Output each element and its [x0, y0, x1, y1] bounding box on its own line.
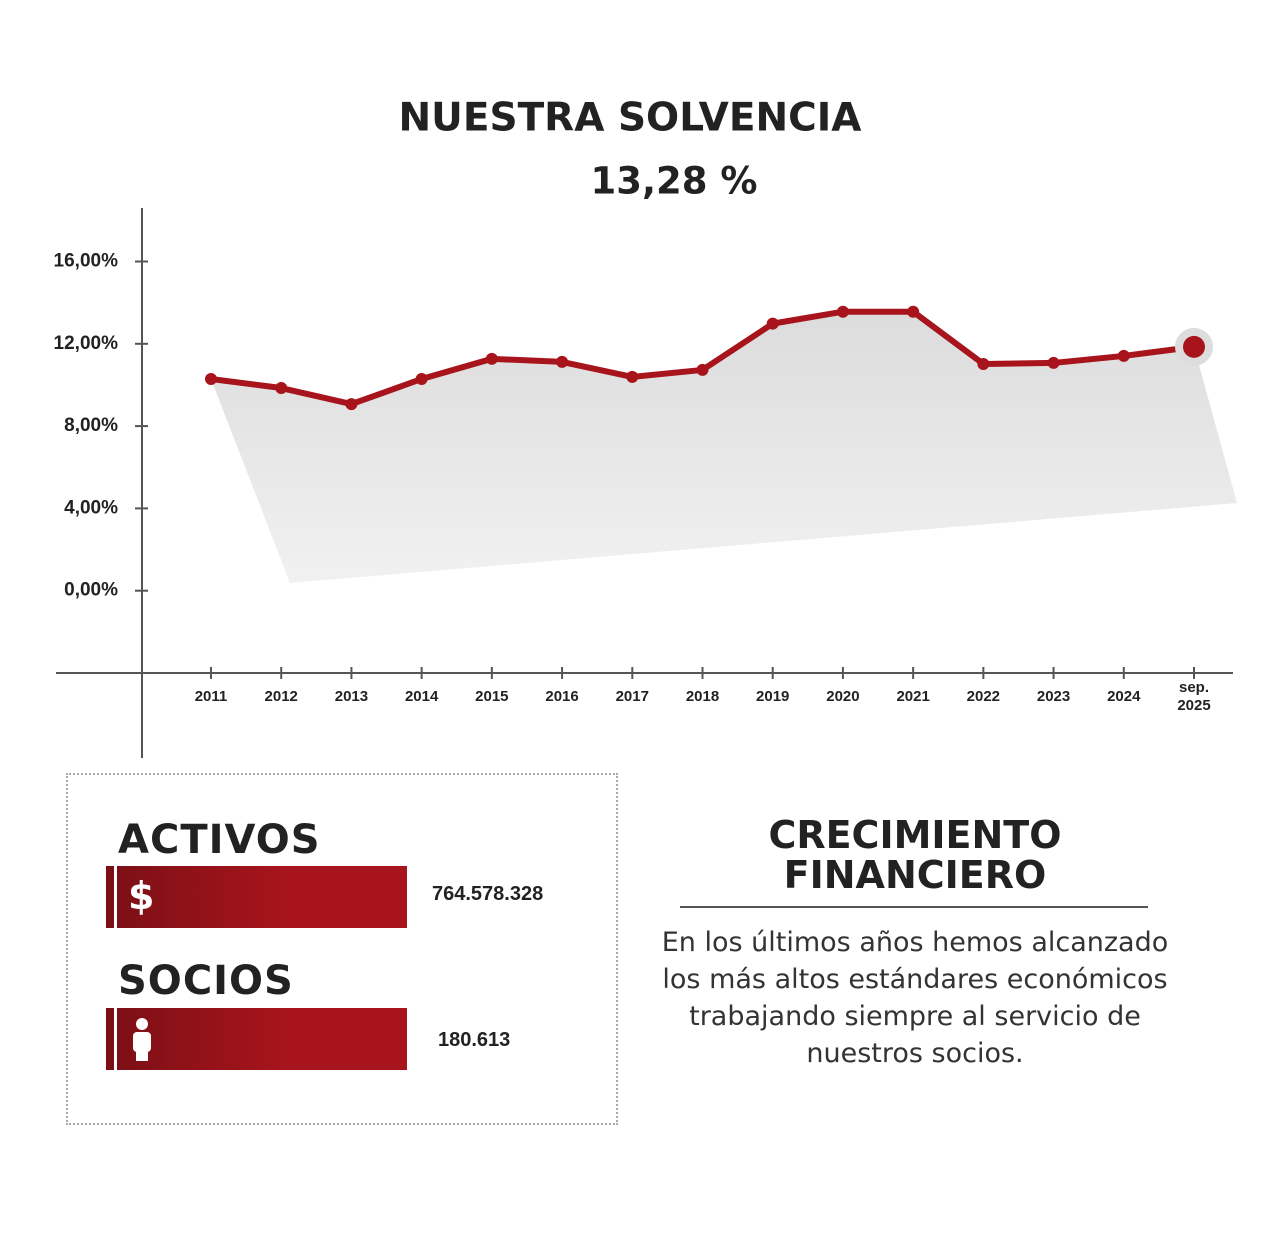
x-tick-label: 2013	[334, 688, 369, 705]
point	[415, 372, 428, 385]
y-tick-label: 8,00%	[64, 415, 118, 436]
point	[275, 382, 288, 395]
x-tick-label: 2018	[685, 688, 720, 705]
point	[1117, 349, 1130, 362]
activos-value: 764.578.328	[432, 883, 544, 905]
bar-stripe	[114, 1008, 117, 1070]
divider	[680, 906, 1148, 908]
y-tick-label: 16,00%	[54, 251, 119, 272]
shadow-area	[211, 311, 1237, 583]
growth-title: CRECIMIENTO FINANCIERO	[768, 813, 1062, 897]
y-tick-label: 4,00%	[64, 497, 118, 518]
point	[205, 372, 217, 385]
x-tick-label: 2023	[1036, 688, 1071, 705]
point	[1047, 356, 1060, 369]
point	[485, 352, 498, 365]
dollar-icon: $	[128, 874, 155, 918]
point	[345, 398, 358, 411]
socios-bar	[106, 1008, 407, 1070]
point	[696, 363, 709, 376]
growth-text: En los últimos años hemos alcanzado los …	[661, 927, 1169, 1069]
socios-value: 180.613	[438, 1029, 511, 1051]
x-tick-label: 2024	[1107, 688, 1141, 705]
bar-stripe	[114, 866, 117, 928]
x-tick-label: 2022	[966, 688, 1001, 705]
y-tick-label: 0,00%	[64, 580, 118, 601]
x-tick-label: 2019	[756, 688, 790, 705]
x-tick-label: 2017	[615, 688, 649, 705]
activos-bar: $	[106, 866, 407, 928]
y-tick-label: 12,00%	[54, 333, 119, 354]
x-tick-label: sep. 2025	[1177, 679, 1211, 714]
chart-title: NUESTRA SOLVENCIA	[399, 96, 862, 141]
x-tick-label: 2011	[194, 688, 228, 705]
point	[977, 357, 990, 370]
x-tick-label: 2015	[475, 688, 509, 705]
stats-panel: ACTIVOS $ 764.578.328 SOCIOS 180.613	[66, 773, 618, 1125]
x-tick-label: 2012	[264, 688, 298, 705]
chart: NUESTRA SOLVENCIA 13,28 % 0,00% 4,00% 8,00…	[54, 96, 1237, 758]
activos-label: ACTIVOS	[118, 817, 321, 863]
socios-label: SOCIOS	[118, 958, 294, 1004]
point	[766, 317, 779, 330]
x-tick-label: 2014	[404, 688, 439, 705]
point	[907, 305, 920, 318]
point	[836, 305, 849, 318]
x-tick-label: 2020	[826, 688, 860, 705]
point	[556, 355, 569, 368]
x-tick-label: 2021	[896, 688, 930, 705]
person-icon	[133, 1018, 151, 1061]
point	[626, 370, 639, 383]
chart-subtitle: 13,28 %	[591, 160, 758, 203]
point	[1183, 335, 1205, 358]
x-tick-label: 2016	[545, 688, 579, 705]
